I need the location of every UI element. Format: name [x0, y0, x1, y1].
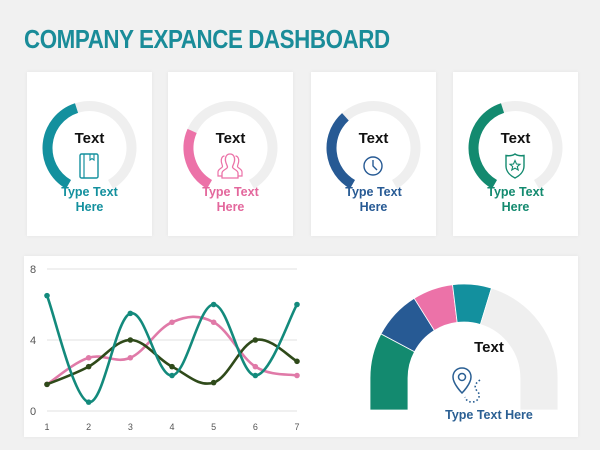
book-icon [79, 153, 99, 179]
gauge-arc [183, 101, 278, 189]
kpi-subtitle-line1: Type Text [61, 185, 118, 199]
kpi-subtitle-line2: Here [359, 200, 388, 214]
x-tick-label: 1 [44, 422, 49, 432]
kpi-subtitle-line2: Here [75, 200, 104, 214]
data-point[interactable] [294, 372, 300, 379]
x-tick-label: 5 [211, 422, 216, 432]
data-point[interactable] [169, 372, 175, 379]
clock-icon [363, 156, 383, 176]
x-tick-label: 3 [128, 422, 133, 432]
kpi-value: Text [215, 130, 246, 147]
kpi-subtitle: Type Text Here [453, 185, 578, 215]
users-icon [217, 153, 243, 179]
big-gauge [369, 283, 559, 411]
data-point[interactable] [210, 379, 217, 386]
data-point[interactable] [85, 363, 92, 370]
data-point[interactable] [169, 319, 175, 326]
data-point[interactable] [85, 354, 92, 361]
kpi-subtitle: Type Text Here [311, 185, 436, 215]
series-line [44, 292, 300, 405]
kpi-value: Text [358, 130, 389, 147]
kpi-subtitle-line1: Type Text [487, 185, 544, 199]
data-point[interactable] [294, 358, 300, 365]
data-point[interactable] [252, 363, 259, 370]
data-point[interactable] [169, 363, 175, 370]
kpi-value: Text [74, 130, 105, 147]
y-tick-label: 4 [30, 335, 36, 347]
data-point[interactable] [210, 319, 217, 326]
x-tick-label: 2 [86, 422, 91, 432]
data-point[interactable] [85, 399, 92, 405]
kpi-card-2: Text Type Text Here [168, 72, 293, 236]
shield-star-icon [505, 153, 525, 179]
data-point[interactable] [44, 381, 50, 388]
page-title: COMPANY EXPANCE DASHBOARD [24, 24, 390, 54]
location-route-icon [452, 367, 481, 403]
kpi-value: Text [500, 130, 531, 147]
x-tick-label: 7 [294, 422, 299, 432]
kpi-card-3: Text Type Text Here [311, 72, 436, 236]
data-point[interactable] [252, 337, 259, 343]
data-point[interactable] [127, 337, 134, 343]
gauge-arc [468, 101, 563, 189]
kpi-subtitle-line1: Type Text [345, 185, 402, 199]
x-tick-label: 4 [169, 422, 174, 432]
kpi-subtitle-line2: Here [216, 200, 245, 214]
kpi-subtitle-line1: Type Text [202, 185, 259, 199]
kpi-subtitle-line2: Here [501, 200, 530, 214]
gauge-arc [42, 101, 137, 189]
big-gauge-subtitle: Type Text Here [445, 408, 533, 422]
y-tick-label: 0 [30, 406, 36, 418]
kpi-subtitle: Type Text Here [27, 185, 152, 215]
data-point[interactable] [252, 372, 259, 379]
data-point[interactable] [210, 301, 217, 308]
y-tick-label: 8 [30, 264, 36, 276]
big-gauge-value: Text [474, 339, 504, 356]
data-point[interactable] [127, 310, 134, 317]
gauge-arc [326, 101, 421, 189]
x-tick-label: 6 [253, 422, 258, 432]
kpi-subtitle: Type Text Here [168, 185, 293, 215]
series-line [44, 337, 300, 388]
data-point[interactable] [294, 301, 300, 308]
data-point[interactable] [44, 292, 50, 299]
data-point[interactable] [127, 354, 134, 361]
kpi-card-4: Text Type Text Here [453, 72, 578, 236]
kpi-card-1: Text Type Text Here [27, 72, 152, 236]
